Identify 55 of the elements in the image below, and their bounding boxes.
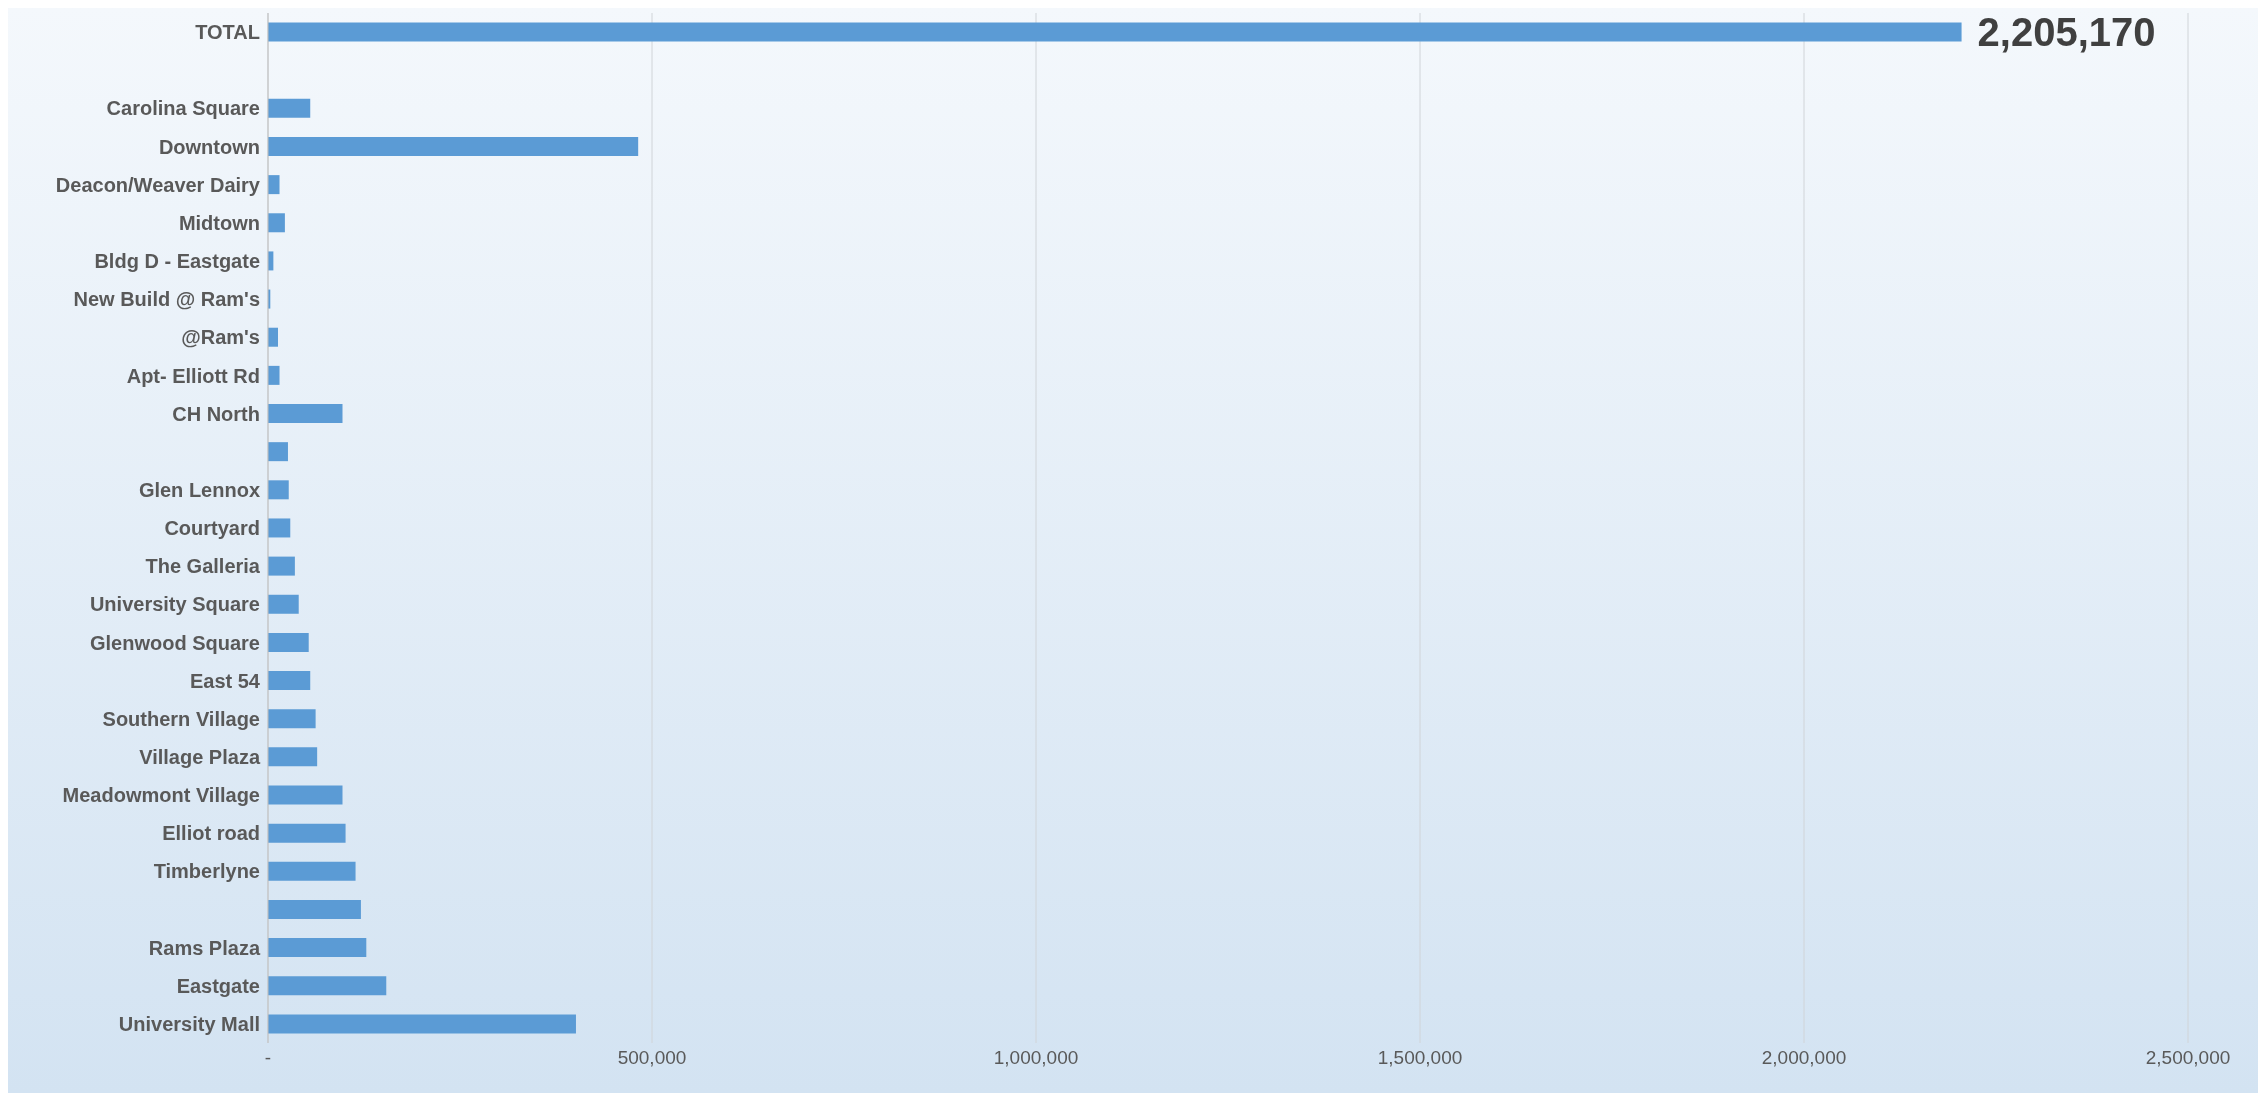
bar [268, 404, 343, 424]
x-tick-label: 500,000 [617, 1047, 687, 1069]
bar [268, 747, 318, 767]
y-tick-label: New Build @ Ram's [73, 288, 260, 311]
y-tick-label: Carolina Square [106, 97, 260, 120]
bar [268, 938, 367, 958]
x-tick-label: 1,000,000 [993, 1047, 1079, 1069]
x-tick-label: 2,000,000 [1761, 1047, 1847, 1069]
y-tick-label: CH North [172, 402, 260, 425]
bar [268, 861, 356, 881]
y-tick-label: Southern Village [102, 707, 260, 730]
bar [268, 327, 278, 347]
bar [268, 556, 295, 576]
bar [268, 442, 288, 462]
y-tick-label: University Square [89, 593, 260, 616]
y-tick-label: Glenwood Square [89, 631, 260, 654]
x-tick-label: 1,500,000 [1377, 1047, 1463, 1069]
y-tick-label: Village Plaza [139, 745, 261, 768]
y-tick-label: @Ram's [181, 326, 260, 349]
y-tick-label: Downtown [158, 135, 260, 158]
y-tick-label: Apt- Elliott Rd [126, 364, 260, 387]
y-tick-label: University Mall [118, 1013, 260, 1036]
bar [268, 594, 299, 614]
bar [268, 671, 311, 691]
x-tick-label: 2,500,000 [2145, 1047, 2231, 1069]
bar [268, 136, 639, 156]
bar [268, 709, 316, 729]
bar [268, 175, 280, 195]
y-tick-label: Courtyard [164, 517, 260, 540]
y-tick-label: East 54 [189, 669, 261, 692]
data-label: 2,205,170 [1977, 10, 2156, 55]
bar [268, 213, 285, 233]
y-tick-label: TOTAL [195, 21, 260, 44]
y-tick-label: Meadowmont Village [62, 784, 260, 807]
bar [268, 22, 1962, 42]
y-tick-label: The Galleria [145, 555, 261, 578]
y-tick-label: Deacon/Weaver Dairy [55, 173, 261, 196]
y-tick-label: Timberlyne [153, 860, 260, 883]
bar [268, 823, 346, 843]
y-tick-label: Rams Plaza [148, 936, 261, 959]
bar [268, 98, 311, 118]
bar [268, 365, 280, 385]
bar [268, 632, 309, 652]
bar [268, 976, 387, 996]
y-tick-label: Elliot road [162, 822, 260, 845]
bar [268, 480, 289, 500]
bar [268, 899, 361, 919]
bar [268, 518, 291, 538]
y-tick-label: Midtown [178, 211, 260, 234]
y-tick-label: Eastgate [176, 974, 260, 997]
bar [268, 1014, 576, 1034]
x-tick-label: - [264, 1047, 272, 1069]
y-tick-label: Glen Lennox [138, 478, 260, 501]
bar [268, 785, 343, 805]
y-tick-label: Bldg D - Eastgate [94, 250, 260, 273]
